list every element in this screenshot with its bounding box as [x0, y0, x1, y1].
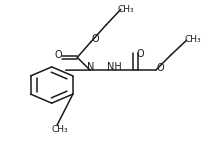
Text: CH₃: CH₃ [52, 125, 68, 134]
Text: N: N [87, 62, 95, 72]
Text: NH: NH [107, 62, 122, 72]
Text: O: O [157, 63, 164, 73]
Text: CH₃: CH₃ [184, 35, 201, 44]
Text: CH₃: CH₃ [118, 5, 134, 14]
Text: O: O [91, 34, 99, 44]
Text: O: O [54, 50, 62, 60]
Text: O: O [137, 49, 144, 59]
